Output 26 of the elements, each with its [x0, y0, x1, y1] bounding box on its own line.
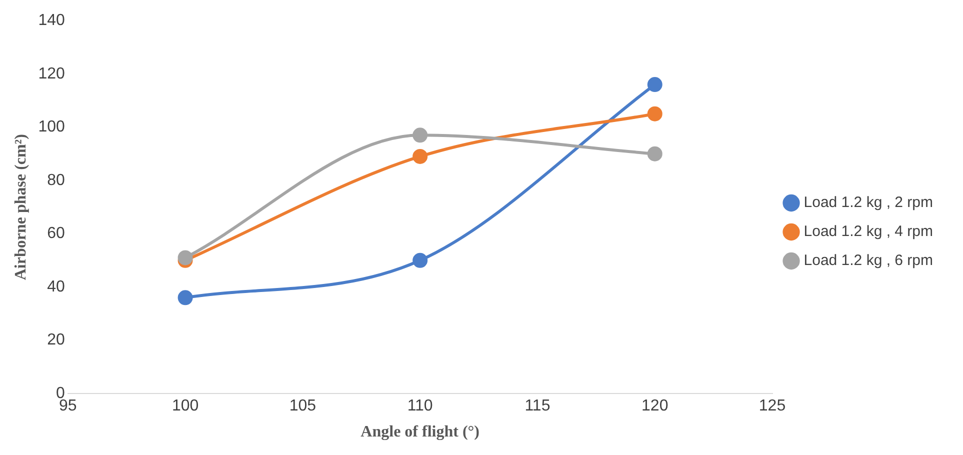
y-axis-title: Airborne phase (cm²)	[12, 134, 30, 280]
legend-label: Load 1.2 kg , 2 rpm	[804, 194, 934, 212]
point	[647, 146, 662, 162]
point	[647, 77, 662, 92]
x-tick-label: 110	[407, 398, 433, 415]
y-tick-label: 80	[47, 172, 65, 189]
x-axis-title: Angle of flight (°)	[360, 424, 480, 441]
point	[412, 148, 428, 164]
y-tick-label: 140	[38, 12, 65, 30]
x-tick-label: 105	[289, 398, 316, 415]
y-tick-label: 20	[47, 332, 65, 349]
x-tick-label: 120	[642, 398, 668, 415]
y-tick-label: 60	[47, 225, 65, 242]
point	[647, 106, 662, 122]
x-tick-label: 115	[524, 398, 550, 415]
point	[412, 252, 428, 268]
x-tick-label: 125	[758, 398, 786, 415]
point	[412, 128, 428, 143]
point	[178, 290, 193, 306]
y-tick-label: 120	[38, 65, 65, 82]
legend-label: Load 1.2 kg , 6 rpm	[804, 252, 934, 270]
y-tick-label: 100	[38, 118, 65, 136]
y-tick-label: 40	[47, 278, 65, 296]
x-tick-label: 100	[172, 398, 199, 415]
legend-label: Load 1.2 kg , 4 rpm	[804, 223, 934, 240]
x-tick-label: 95	[58, 398, 77, 415]
